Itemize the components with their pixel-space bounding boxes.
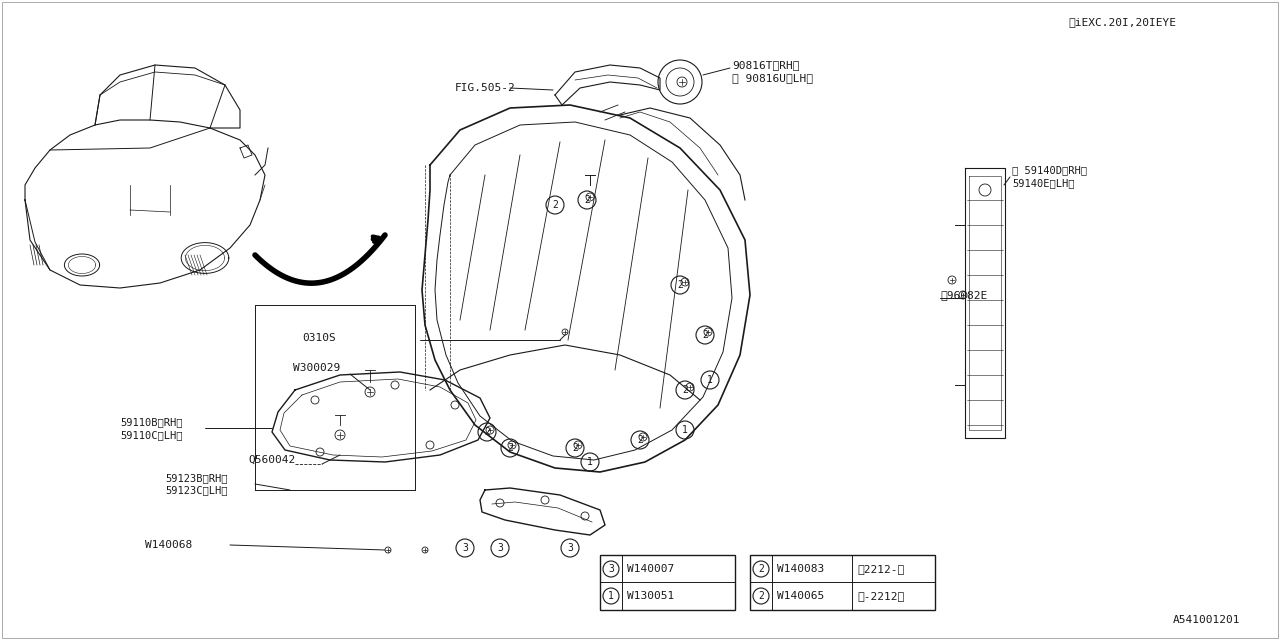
Text: 59110B〈RH〉: 59110B〈RH〉	[120, 417, 183, 427]
Text: 2: 2	[484, 427, 490, 437]
Text: 2: 2	[584, 195, 590, 205]
Text: 2: 2	[507, 443, 513, 453]
Text: 2: 2	[637, 435, 643, 445]
Text: W140007: W140007	[627, 564, 675, 574]
Text: 2: 2	[701, 330, 708, 340]
Text: 3: 3	[567, 543, 573, 553]
Text: 2: 2	[758, 591, 764, 601]
Bar	[600, 555, 735, 610]
Text: ※ 90816U〈LH〉: ※ 90816U〈LH〉	[732, 73, 813, 83]
Text: 1: 1	[608, 591, 614, 601]
Text: W140068: W140068	[145, 540, 192, 550]
Text: 0310S: 0310S	[302, 333, 335, 343]
Text: 1: 1	[682, 425, 687, 435]
Text: 2: 2	[682, 385, 687, 395]
Text: A541001201: A541001201	[1172, 615, 1240, 625]
Bar	[750, 555, 934, 610]
Text: 〈-2212〉: 〈-2212〉	[858, 591, 904, 601]
Text: 2: 2	[552, 200, 558, 210]
Text: 3: 3	[462, 543, 468, 553]
Text: 2: 2	[677, 280, 684, 290]
Text: 59123C〈LH〉: 59123C〈LH〉	[165, 485, 228, 495]
Text: ※ 59140D〈RH〉: ※ 59140D〈RH〉	[1012, 165, 1087, 175]
Text: ※iEXC.20I,20IEYE: ※iEXC.20I,20IEYE	[1068, 17, 1176, 27]
Text: W300029: W300029	[293, 363, 340, 373]
Text: 2: 2	[758, 564, 764, 574]
Text: 59110C〈LH〉: 59110C〈LH〉	[120, 430, 183, 440]
Text: 〈2212-〉: 〈2212-〉	[858, 564, 904, 574]
Text: W140065: W140065	[777, 591, 824, 601]
Text: ※96082E: ※96082E	[940, 290, 987, 300]
Text: 2: 2	[572, 443, 579, 453]
Text: FIG.505-2: FIG.505-2	[454, 83, 516, 93]
Text: 3: 3	[497, 543, 503, 553]
Text: 3: 3	[608, 564, 614, 574]
Text: W140083: W140083	[777, 564, 824, 574]
Text: 1: 1	[588, 457, 593, 467]
Text: 59123B〈RH〉: 59123B〈RH〉	[165, 473, 228, 483]
Text: Q560042: Q560042	[248, 455, 296, 465]
Text: 1: 1	[707, 375, 713, 385]
Text: W130051: W130051	[627, 591, 675, 601]
Text: 90816T〈RH〉: 90816T〈RH〉	[732, 60, 800, 70]
Text: 59140E〈LH〉: 59140E〈LH〉	[1012, 178, 1074, 188]
